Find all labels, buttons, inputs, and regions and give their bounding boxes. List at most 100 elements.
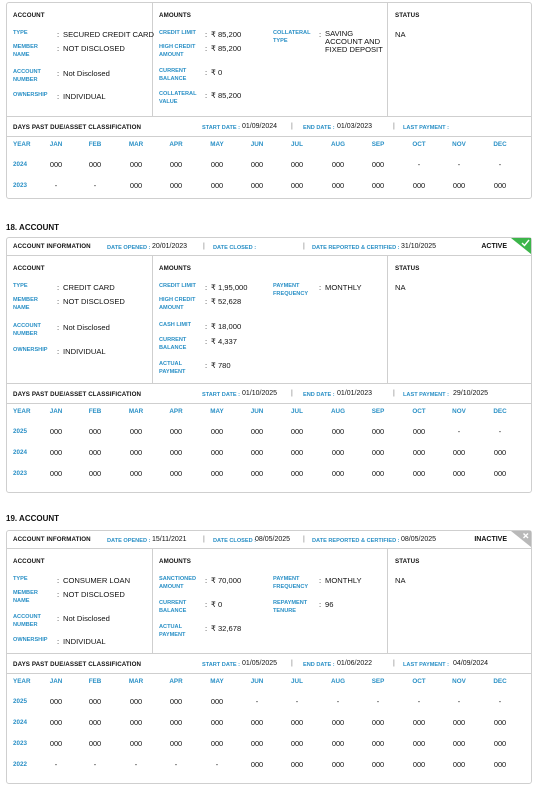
account-number-value: Not Disclosed <box>63 69 110 78</box>
dpd-cell: - <box>336 697 340 706</box>
dpd-month-header: FEB <box>88 678 102 685</box>
dpd-cell: 000 <box>49 160 63 169</box>
dpd-cell: 000 <box>412 718 426 727</box>
account-details-row: ACCOUNT TYPE : CONSUMER LOAN MEMBER NAME… <box>7 549 531 654</box>
account-column: ACCOUNT TYPE : CREDIT CARD MEMBER NAME :… <box>7 256 153 383</box>
dpd-cell: 000 <box>169 469 183 478</box>
close-icon <box>511 531 531 547</box>
actual-payment-value: ₹ 780 <box>211 361 231 370</box>
dpd-cell: 000 <box>169 697 183 706</box>
dpd-cell: 000 <box>412 448 426 457</box>
dpd-year: 2025 <box>13 697 28 705</box>
account-card-19: ACCOUNT INFORMATION DATE OPENED : 15/11/… <box>6 530 532 784</box>
dpd-month-header: JUL <box>291 141 303 148</box>
dpd-cell: 000 <box>169 448 183 457</box>
last-payment-value: 04/09/2024 <box>453 660 489 667</box>
dpd-title: DAYS PAST DUE/ASSET CLASSIFICATION <box>13 124 142 131</box>
dpd-cell: 000 <box>169 160 183 169</box>
status-value: NA <box>395 30 406 39</box>
dpd-month-header: MAR <box>128 141 144 148</box>
dpd-month-header: MAY <box>210 408 224 415</box>
credit-limit-value: ₹ 1,95,000 <box>211 283 248 292</box>
dpd-cell: 000 <box>49 448 63 457</box>
dpd-cell: 000 <box>290 469 304 478</box>
dpd-month-header: SEP <box>371 141 385 148</box>
dpd-month-header: MAR <box>128 408 144 415</box>
dpd-cell: 000 <box>210 427 224 436</box>
dpd-month-header: AUG <box>331 678 345 685</box>
dpd-cell: 000 <box>290 427 304 436</box>
dpd-cell: 000 <box>129 160 143 169</box>
account-card-17: ACCOUNT TYPE : SECURED CREDIT CARD MEMBE… <box>6 2 532 199</box>
amounts-column: AMOUNTS CREDIT LIMIT : ₹ 1,95,000 HIGH C… <box>153 256 388 383</box>
status-value: NA <box>395 576 406 585</box>
dpd-cell: 000 <box>129 469 143 478</box>
dpd-cell: 000 <box>290 448 304 457</box>
dpd-cell: 000 <box>49 427 63 436</box>
check-icon <box>511 238 531 254</box>
amounts-column: AMOUNTS CREDIT LIMIT : ₹ 85,200 HIGH CRE… <box>153 3 388 116</box>
sanctioned-amount-value: ₹ 70,000 <box>211 576 242 585</box>
dpd-cell: 000 <box>169 181 183 190</box>
date-reported-value: 08/05/2025 <box>401 536 437 543</box>
dpd-cell: - <box>255 697 259 706</box>
dpd-cell: - <box>498 697 502 706</box>
type-value: CONSUMER LOAN <box>63 576 131 585</box>
dpd-cell: 000 <box>452 469 466 478</box>
dpd-month-header: SEP <box>371 678 385 685</box>
dpd-cell: 000 <box>169 427 183 436</box>
cash-limit-value: ₹ 18,000 <box>211 322 242 331</box>
current-balance-value: ₹ 4,337 <box>211 337 237 346</box>
dpd-cell: 000 <box>452 181 466 190</box>
dpd-cell: 000 <box>210 448 224 457</box>
dpd-cell: 000 <box>331 160 345 169</box>
dpd-cell: - <box>457 697 461 706</box>
dpd-cell: 000 <box>210 469 224 478</box>
dpd-cell: 000 <box>371 739 385 748</box>
end-date-value: 01/06/2022 <box>337 660 373 667</box>
account-details-row: ACCOUNT TYPE : CREDIT CARD MEMBER NAME :… <box>7 256 531 384</box>
dpd-cell: 000 <box>210 160 224 169</box>
dpd-cell: 000 <box>129 427 143 436</box>
date-reported-value: 31/10/2025 <box>401 243 437 250</box>
dpd-cell: 000 <box>250 427 264 436</box>
dpd-cell: 000 <box>371 718 385 727</box>
dpd-cell: 000 <box>88 448 102 457</box>
dpd-cell: 000 <box>290 181 304 190</box>
account-number-value: Not Disclosed <box>63 614 110 623</box>
dpd-month-header: JUL <box>291 408 303 415</box>
dpd-cell: 000 <box>412 760 426 769</box>
dpd-year: 2023 <box>13 469 28 477</box>
dpd-month-header: MAR <box>128 678 144 685</box>
repayment-tenure-value: 96 <box>325 600 334 609</box>
dpd-month-header: NOV <box>452 408 466 415</box>
dpd-cell: 000 <box>250 760 264 769</box>
account-section-title: 19. ACCOUNT <box>6 514 60 523</box>
dpd-cell: 000 <box>129 448 143 457</box>
dpd-cell: 000 <box>371 427 385 436</box>
dpd-cell: 000 <box>129 739 143 748</box>
account-number-value: Not Disclosed <box>63 323 110 332</box>
dpd-cell: 000 <box>452 718 466 727</box>
dpd-cell: 000 <box>290 160 304 169</box>
dpd-cell: - <box>93 181 97 190</box>
end-date-value: 01/01/2023 <box>337 390 373 397</box>
account-header: ACCOUNT <box>13 265 45 272</box>
dpd-cell: 000 <box>169 739 183 748</box>
dpd-cell: 000 <box>331 718 345 727</box>
dpd-cell: 000 <box>412 469 426 478</box>
dpd-grid: YEAR JAN FEB MAR APR MAY JUN JUL AUG SEP OCT NOV DEC… <box>7 404 531 490</box>
dpd-month-header: AUG <box>331 141 345 148</box>
status-value: NA <box>395 283 406 292</box>
dpd-cell: 000 <box>452 739 466 748</box>
dpd-cell: 000 <box>88 427 102 436</box>
dpd-month-header: AUG <box>331 408 345 415</box>
dpd-cell: 000 <box>331 448 345 457</box>
date-opened-value: 20/01/2023 <box>152 243 188 250</box>
dpd-month-header: FEB <box>88 408 102 415</box>
dpd-cell: 000 <box>88 718 102 727</box>
account-info-bar: ACCOUNT INFORMATION DATE OPENED : 15/11/… <box>7 531 531 549</box>
dpd-cell: 000 <box>412 427 426 436</box>
dpd-cell: 000 <box>210 739 224 748</box>
dpd-cell: - <box>54 181 58 190</box>
